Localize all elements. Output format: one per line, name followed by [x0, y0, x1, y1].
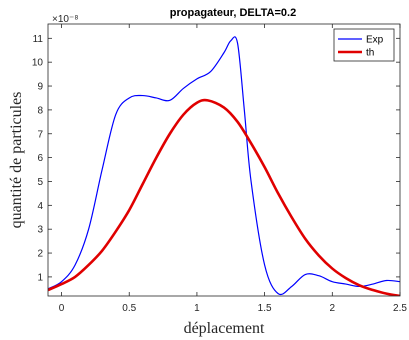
- y-tick-label: 3: [37, 225, 43, 236]
- axes-box: [47, 23, 401, 297]
- legend-label-exp: Exp: [366, 35, 384, 46]
- legend-box: [333, 28, 395, 62]
- series-line-th: [48, 98, 400, 296]
- x-tick-label: 0.5: [122, 303, 136, 314]
- x-tick-label: 0: [59, 303, 65, 314]
- y-tick-label: 4: [37, 201, 43, 212]
- y-tick-label: 8: [37, 105, 43, 116]
- x-tick-label: 2.5: [393, 303, 407, 314]
- y-tick-label: 5: [37, 177, 43, 188]
- y-tick-label: 11: [33, 34, 44, 45]
- legend: Exp th: [333, 28, 395, 62]
- y-axis-label: quantité de particules: [8, 92, 25, 229]
- x-tick-label: 1.5: [258, 303, 272, 314]
- y-tick-label: 1: [37, 272, 43, 283]
- y-tick-label: 6: [37, 153, 43, 164]
- y-tick-label: 2: [37, 249, 43, 260]
- chart-title: propagateur, DELTA=0.2: [170, 7, 296, 19]
- legend-label-th: th: [366, 48, 374, 59]
- y-tick-label: 9: [37, 82, 43, 93]
- y-tick-label: 7: [37, 129, 43, 140]
- series-line-exp: [48, 36, 400, 296]
- y-exponent-label: ×10⁻⁸: [52, 14, 78, 25]
- x-tick-label: 1: [194, 303, 200, 314]
- x-tick-label: 2: [330, 303, 336, 314]
- x-axis-label: déplacement: [184, 320, 265, 337]
- y-tick-label: 10: [32, 58, 44, 69]
